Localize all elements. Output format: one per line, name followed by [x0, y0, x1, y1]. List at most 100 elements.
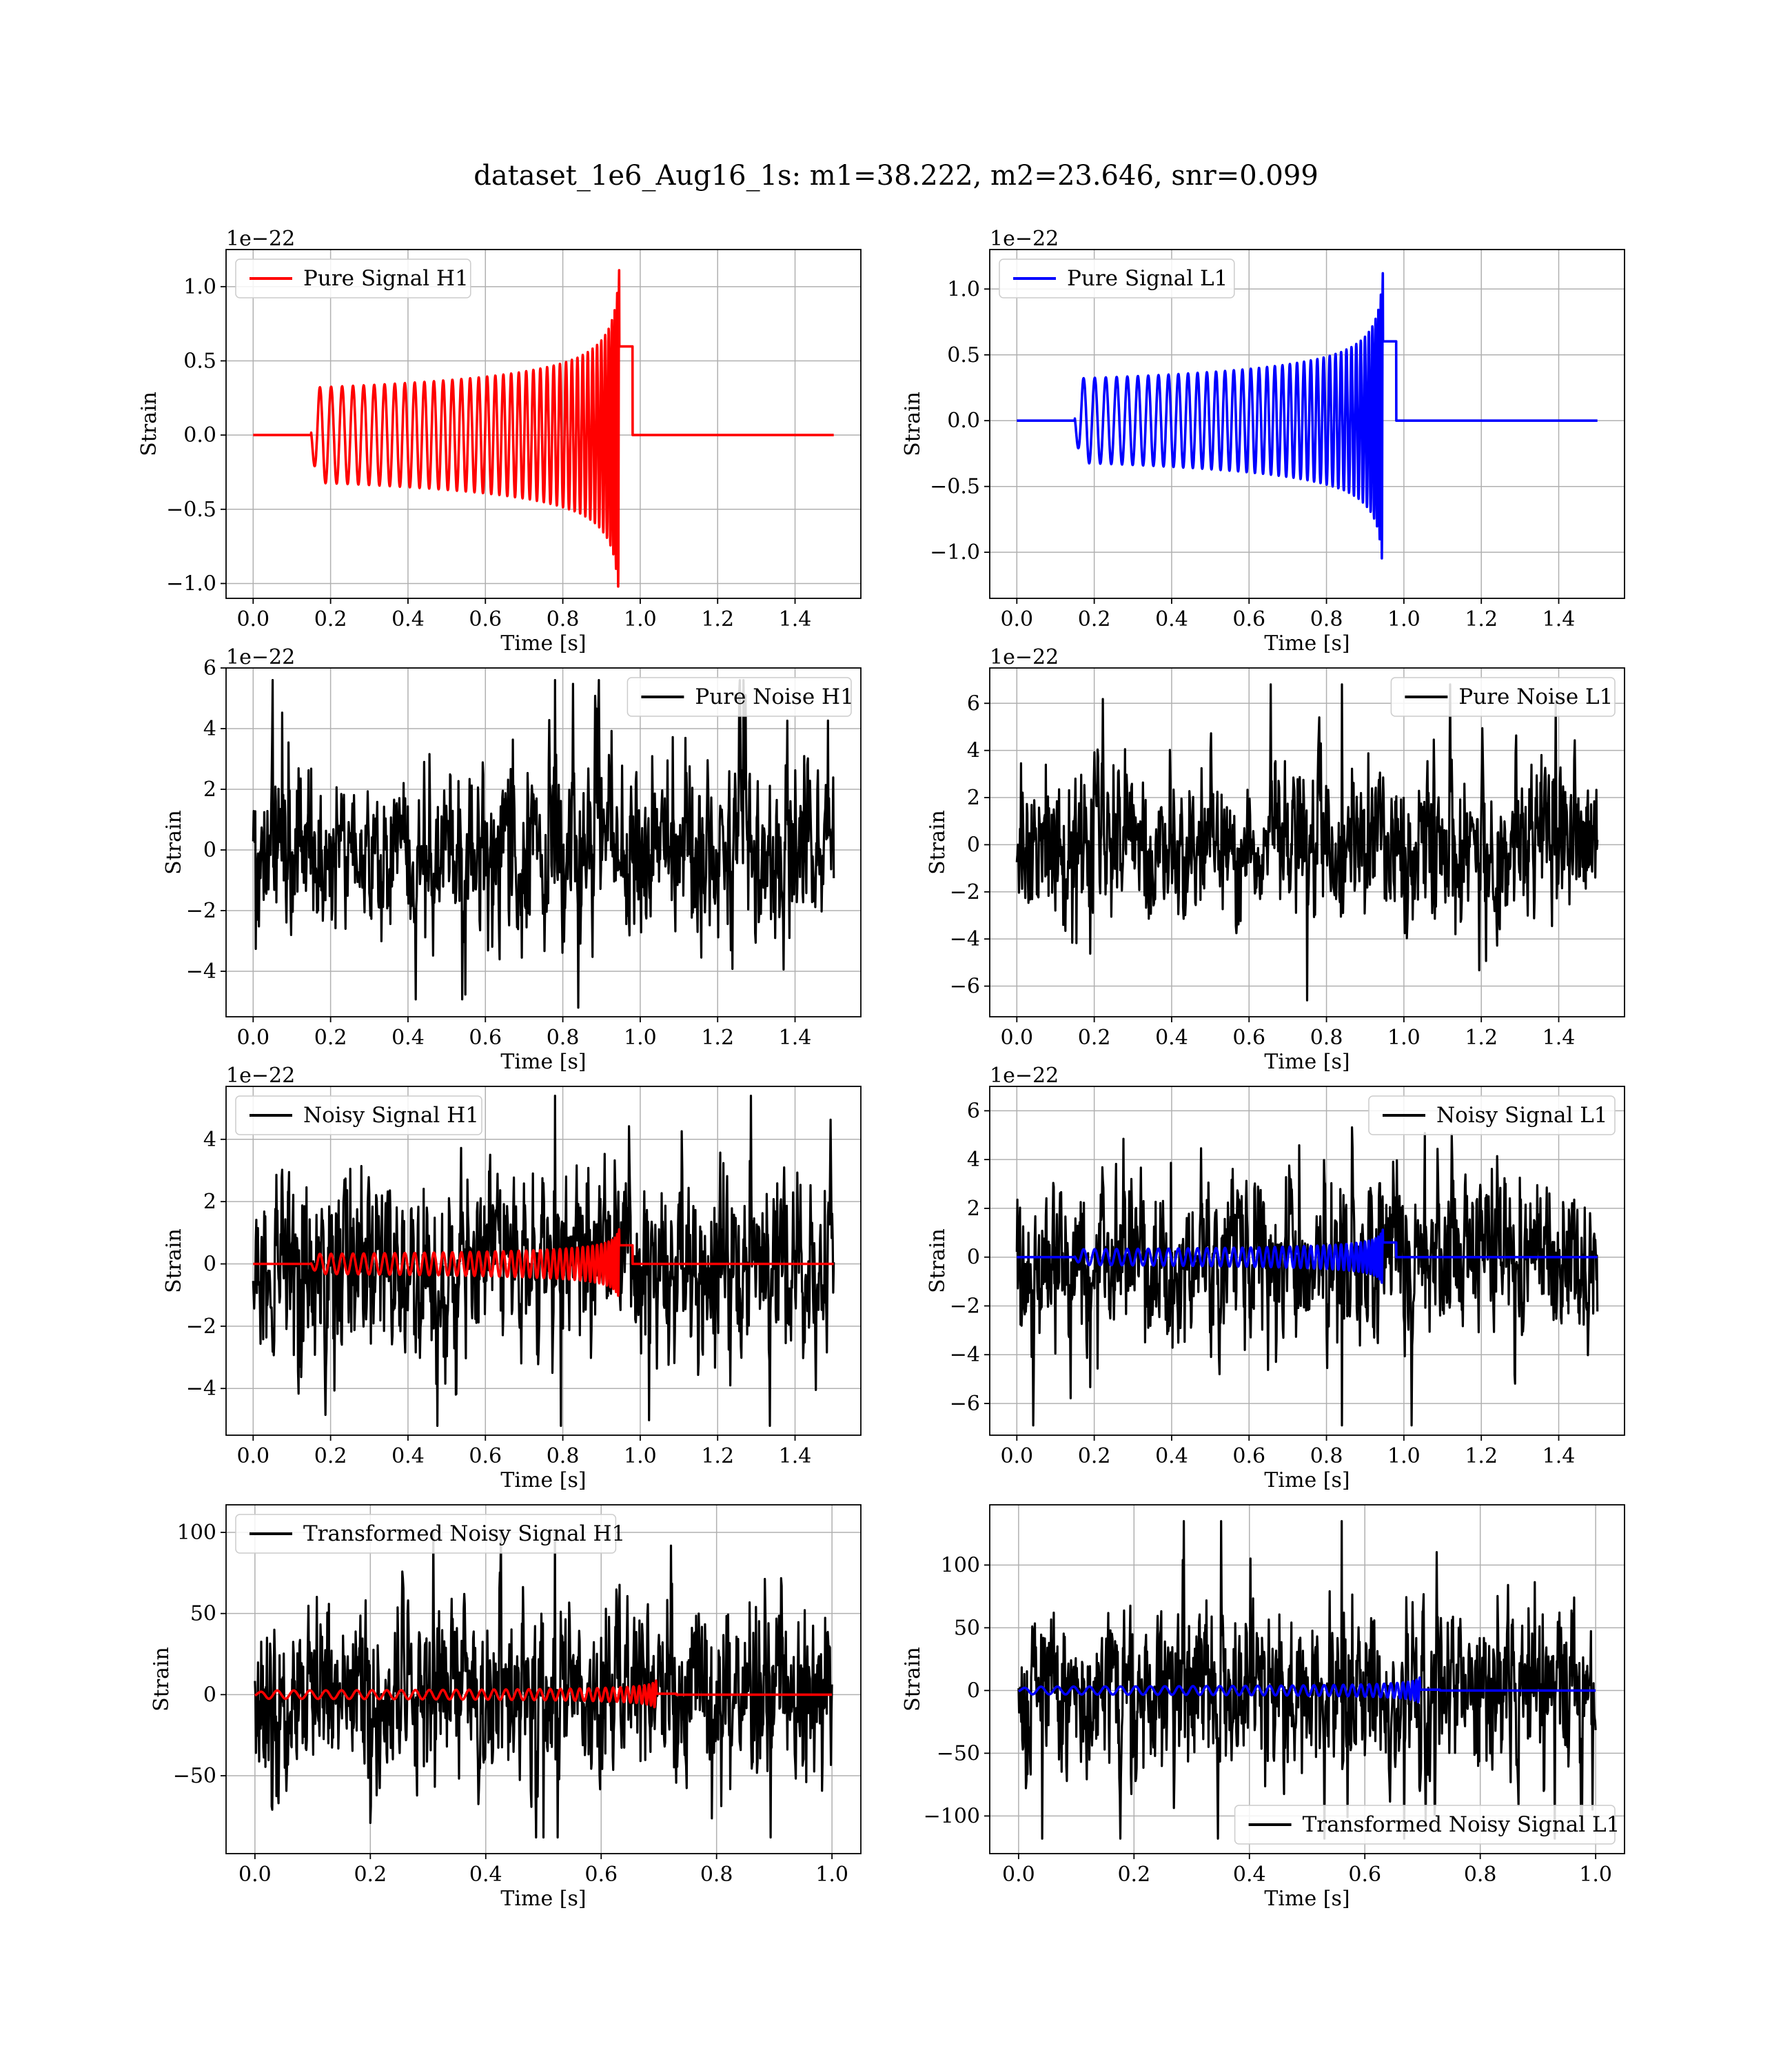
x-axis-label: Time [s] — [500, 631, 586, 656]
y-axis-label: Strain — [926, 810, 950, 875]
x-tick-label: 1.4 — [1542, 607, 1576, 631]
x-axis-label: Time [s] — [1264, 631, 1350, 656]
y-tick-label: −4 — [950, 1343, 980, 1367]
series-line — [252, 679, 835, 1009]
y-tick-label: 0 — [967, 1246, 980, 1270]
x-axis-label: Time [s] — [500, 1050, 586, 1074]
y-tick-label: 0.5 — [183, 349, 216, 373]
x-tick-label: 0.0 — [236, 1026, 269, 1050]
x-tick-label: 0.2 — [314, 1026, 347, 1050]
y-tick-label: 0.0 — [183, 423, 216, 447]
subplot-8: 0.0 0.2 0.4 0.6 0.8 1.0 −100 −50 0 50 100 Time [s] S… — [901, 1504, 1625, 1911]
x-tick-label: 0.4 — [391, 607, 425, 631]
y-tick-label: 0.0 — [947, 409, 980, 433]
x-axis-label: Time [s] — [500, 1468, 586, 1492]
y-tick-label: 2 — [203, 778, 216, 802]
x-tick-label: 1.0 — [1387, 607, 1421, 631]
legend: Pure Noise H1 — [627, 677, 854, 717]
x-tick-label: 0.6 — [469, 1026, 502, 1050]
y-tick-label: 4 — [203, 1128, 216, 1152]
plot-area — [1015, 272, 1599, 560]
series-line — [254, 1531, 833, 1839]
plot-area — [1015, 1126, 1599, 1427]
legend: Pure Noise L1 — [1390, 677, 1616, 717]
y-tick-label: 1.0 — [947, 277, 980, 301]
y-offset-text: 1e−22 — [226, 645, 295, 669]
y-offset-text: 1e−22 — [990, 1064, 1059, 1088]
y-tick-label: 2 — [203, 1190, 216, 1214]
x-tick-label: 0.0 — [236, 607, 269, 631]
legend-label: Transformed Noisy Signal H1 — [303, 1521, 625, 1546]
x-tick-label: 0.4 — [469, 1863, 502, 1887]
x-tick-label: 1.0 — [624, 607, 657, 631]
y-tick-label: −1.0 — [166, 571, 216, 596]
legend: Noisy Signal H1 — [235, 1095, 482, 1135]
x-tick-label: 0.0 — [1000, 1026, 1033, 1050]
legend-box — [999, 258, 1235, 298]
legend-label: Pure Noise H1 — [695, 685, 853, 709]
y-tick-label: 50 — [954, 1616, 980, 1640]
axes-frame — [225, 249, 862, 599]
y-tick-label: −6 — [950, 975, 980, 999]
y-tick-label: 100 — [177, 1521, 216, 1545]
x-tick-label: 0.2 — [1078, 607, 1111, 631]
x-tick-label: 0.0 — [236, 1444, 269, 1468]
series-line — [1015, 1126, 1599, 1427]
legend-label: Transformed Noisy Signal L1 — [1303, 1812, 1620, 1837]
axes-frame — [989, 1504, 1625, 1854]
legend-box — [235, 1095, 482, 1135]
x-tick-label: 0.2 — [1078, 1026, 1111, 1050]
legend-box — [235, 258, 471, 298]
legend-box — [235, 1514, 617, 1554]
y-offset-text: 1e−22 — [226, 1064, 295, 1088]
x-tick-label: 0.4 — [391, 1444, 425, 1468]
x-tick-label: 0.2 — [1078, 1444, 1111, 1468]
subplot-7: 0.0 0.2 0.4 0.6 0.8 1.0 −50 0 50 100 Time [s] Strai… — [150, 1504, 862, 1911]
y-axis-label: Strain — [137, 392, 161, 456]
y-tick-label: −2 — [950, 1294, 980, 1318]
y-tick-label: 4 — [203, 717, 216, 741]
legend-label: Noisy Signal L1 — [1436, 1103, 1608, 1128]
y-tick-label: −4 — [950, 927, 980, 951]
subplot-1: 0.0 0.2 0.4 0.6 0.8 1.0 1.2 1.4 −1.0 −0.5 0.0 0.5 1.… — [137, 227, 862, 656]
x-tick-label: 0.8 — [547, 1444, 580, 1468]
subplot-5: 0.0 0.2 0.4 0.6 0.8 1.0 1.2 1.4 −4 −2 0 2 4 Time [s] S… — [162, 1064, 862, 1492]
x-tick-label: 0.2 — [354, 1863, 387, 1887]
x-tick-label: 1.2 — [1465, 1026, 1498, 1050]
x-tick-label: 1.0 — [1387, 1444, 1421, 1468]
axes-frame — [989, 249, 1625, 599]
x-tick-label: 0.2 — [314, 607, 347, 631]
plot-area — [1015, 683, 1599, 1002]
x-tick-label: 0.4 — [1155, 1444, 1188, 1468]
plot-area — [252, 269, 835, 588]
x-tick-label: 0.4 — [1233, 1863, 1266, 1887]
y-tick-label: −2 — [950, 880, 980, 904]
y-axis-label: Strain — [162, 1228, 186, 1293]
x-tick-label: 1.4 — [779, 607, 812, 631]
x-tick-label: 1.0 — [1387, 1026, 1421, 1050]
x-tick-label: 0.6 — [1348, 1863, 1381, 1887]
plot-area — [254, 1531, 833, 1839]
legend-label: Noisy Signal H1 — [303, 1103, 479, 1128]
y-tick-label: −4 — [186, 960, 216, 984]
x-tick-label: 0.8 — [700, 1863, 733, 1887]
x-axis-label: Time [s] — [1264, 1468, 1350, 1492]
y-tick-label: 0 — [967, 1679, 980, 1703]
x-tick-label: 0.6 — [1232, 1444, 1265, 1468]
y-tick-label: −0.5 — [166, 498, 216, 522]
series-line — [254, 1679, 833, 1709]
y-tick-label: 4 — [967, 1148, 980, 1172]
y-tick-label: 0 — [203, 838, 216, 862]
x-tick-label: 1.4 — [1542, 1026, 1576, 1050]
x-tick-label: 0.6 — [584, 1863, 618, 1887]
series-line — [1017, 1676, 1597, 1703]
y-tick-label: −50 — [173, 1764, 216, 1788]
legend-box — [627, 677, 852, 717]
x-tick-label: 1.0 — [1579, 1863, 1612, 1887]
y-tick-label: 2 — [967, 786, 980, 810]
subplot-6: 0.0 0.2 0.4 0.6 0.8 1.0 1.2 1.4 −6 −4 −2 0 2 4 6 Time [… — [926, 1064, 1625, 1492]
legend: Pure Signal H1 — [235, 258, 471, 298]
x-tick-label: 0.6 — [469, 1444, 502, 1468]
series-line — [252, 269, 835, 588]
